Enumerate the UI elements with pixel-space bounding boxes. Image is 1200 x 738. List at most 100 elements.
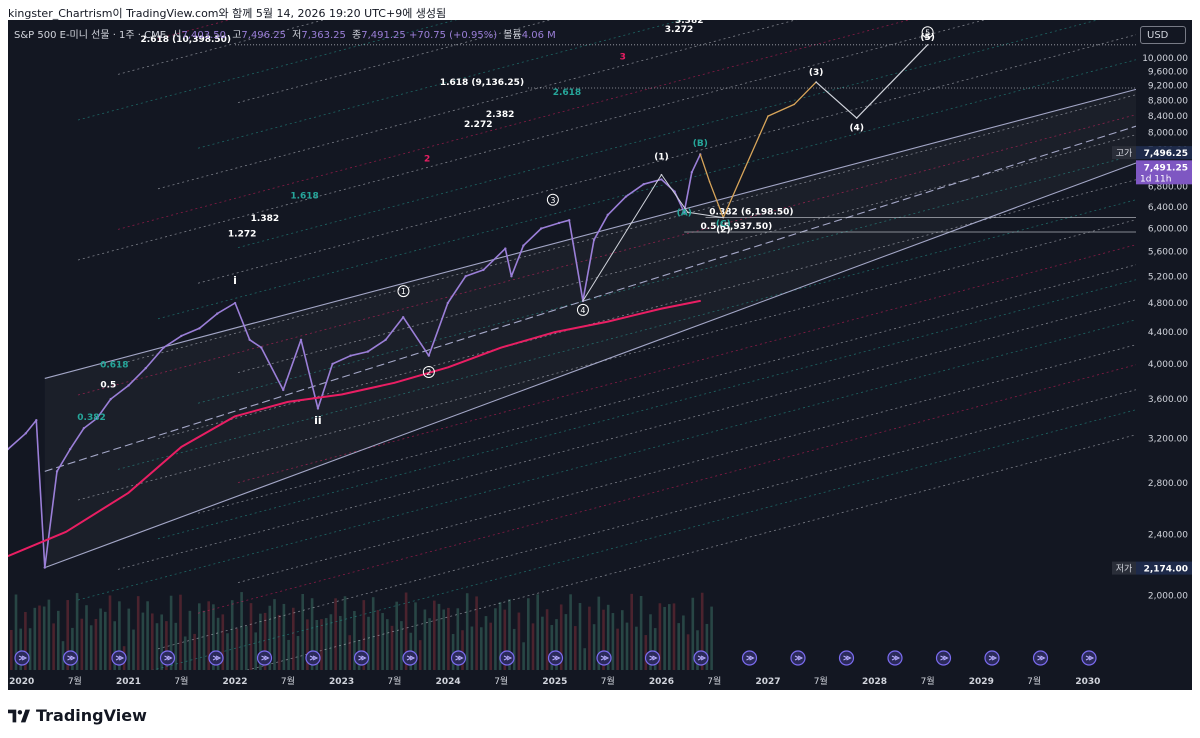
- volume-bar: [249, 603, 253, 670]
- volume-bar: [254, 632, 257, 670]
- time-tick: 2020: [9, 677, 34, 687]
- volume-bar: [588, 606, 591, 670]
- event-icon-glyph: [1037, 655, 1046, 661]
- point-swing_path: [686, 211, 689, 213]
- volume-bar: [118, 601, 121, 670]
- point-price: [109, 397, 112, 401]
- point-swing_path: [722, 216, 725, 219]
- volume-bar: [508, 599, 511, 670]
- volume-bar: [334, 598, 337, 670]
- point-projection_a: [699, 153, 702, 156]
- point-projection_a: [767, 115, 769, 117]
- fib-label: 3: [620, 53, 626, 63]
- volume-bar: [113, 621, 116, 670]
- time-tick: 7월: [68, 675, 82, 687]
- volume-bar: [437, 603, 441, 670]
- volume-value: 4.06 M: [521, 30, 556, 41]
- volume-bar: [61, 641, 65, 670]
- price-tick: 8,000.00: [1148, 128, 1188, 138]
- volume-bar: [451, 634, 455, 670]
- volume-bar: [198, 603, 201, 670]
- volume-bar: [522, 642, 525, 670]
- open-label: 시: [172, 30, 182, 41]
- event-icon-glyph: [552, 655, 561, 661]
- event-icon-glyph: [261, 655, 270, 661]
- volume-bar: [179, 594, 182, 670]
- point-price: [43, 566, 46, 569]
- level-label: 2.618 (10,398.50): [141, 35, 232, 45]
- volume-bar: [183, 636, 187, 670]
- badge-bg: [1136, 561, 1192, 575]
- fib-line: [157, 179, 1137, 440]
- wave-label: (1): [654, 152, 669, 162]
- badge-value: 2,174.00: [1144, 565, 1188, 575]
- volume-bar: [578, 603, 582, 670]
- event-icon-glyph: [697, 655, 707, 661]
- volume-bar: [108, 595, 112, 670]
- volume-bar: [428, 618, 431, 670]
- wave-label: (2): [716, 225, 731, 235]
- price-tick: 10,000.00: [1142, 54, 1188, 64]
- series-swing_path: [582, 174, 724, 302]
- volume-bar: [668, 604, 671, 670]
- fib-line: [197, 364, 1137, 614]
- chart-area[interactable]: 2.618 (10,398.50) 1.618 (9,136.25) 0.382 (…: [8, 20, 1192, 690]
- event-icons-row: [14, 650, 1097, 666]
- volume-bar: [442, 609, 445, 670]
- point-price: [504, 247, 507, 250]
- volume-bar: [127, 608, 131, 670]
- volume-bar: [512, 628, 516, 670]
- tradingview-logo: TradingView: [8, 706, 147, 725]
- fib-line: [117, 299, 1137, 570]
- point-price: [349, 354, 352, 357]
- volume-bar: [569, 594, 572, 670]
- wave-label: i: [233, 274, 237, 287]
- volume-bar: [461, 630, 464, 670]
- fib-label: 1.272: [228, 229, 256, 239]
- level-label: 1.618 (9,136.25): [440, 78, 524, 88]
- fib-label: 2.382: [486, 110, 514, 120]
- change-value: +70.75 (+0.95%): [408, 30, 498, 41]
- event-icon-glyph: [649, 655, 658, 661]
- volume-bar: [277, 615, 281, 670]
- badge-label: 저가: [1116, 564, 1133, 575]
- level-label: 0.382 (6,198.50): [709, 208, 793, 218]
- time-tick: 7월: [921, 675, 935, 687]
- price-tick: 3,200.00: [1148, 434, 1188, 444]
- price-tick: 5,600.00: [1148, 248, 1188, 258]
- time-axis-bg: [8, 670, 1192, 690]
- point-price: [401, 316, 405, 319]
- volume-bar: [705, 623, 709, 670]
- volume-bar: [498, 602, 502, 670]
- time-tick: 7월: [1027, 675, 1041, 687]
- close-value: 7,491.25: [361, 30, 406, 41]
- point-price: [522, 244, 525, 247]
- volume-bar: [644, 635, 648, 670]
- channel-line: [44, 88, 1137, 379]
- volume-bar: [207, 601, 210, 670]
- point-price: [366, 350, 370, 353]
- series-projection_b: [815, 44, 929, 119]
- volume-bar: [151, 613, 154, 670]
- price-axis-bg: [1136, 20, 1192, 690]
- fib-label: 2: [424, 155, 430, 165]
- chart-svg[interactable]: 2.618 (10,398.50) 1.618 (9,136.25) 0.382 (…: [8, 20, 1192, 690]
- volume-bar: [658, 603, 662, 670]
- fib-line: [117, 199, 1137, 470]
- price-tick: 9,600.00: [1148, 67, 1188, 77]
- channel-line: [44, 125, 1137, 472]
- point-price: [8, 447, 10, 451]
- price-tick: 8,400.00: [1148, 112, 1188, 122]
- wave-circle: [546, 193, 559, 206]
- event-icon-glyph: [115, 655, 125, 661]
- fib-label: 2.618: [553, 88, 581, 98]
- point-price: [482, 268, 485, 272]
- wave-label: iii: [922, 20, 933, 23]
- currency-button[interactable]: USD: [1140, 26, 1186, 44]
- wave-label: (C): [716, 219, 731, 229]
- point-ma: [500, 346, 503, 349]
- point-price: [446, 301, 450, 305]
- fib-line: [157, 389, 1137, 650]
- volume-bar: [531, 623, 535, 670]
- point-price: [299, 338, 303, 341]
